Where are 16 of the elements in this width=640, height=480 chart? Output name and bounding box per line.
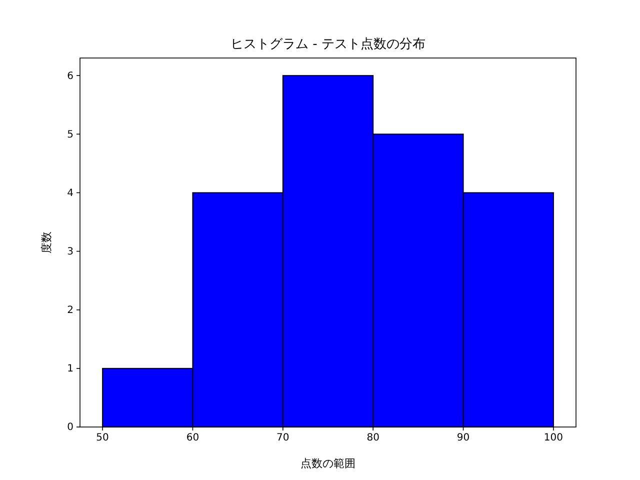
x-tick-label: 50	[96, 432, 109, 444]
y-tick-label: 6	[67, 70, 74, 82]
y-tick-label: 4	[67, 188, 74, 199]
x-axis-title: 点数の範囲	[300, 457, 356, 470]
x-tick-label: 70	[276, 432, 290, 444]
y-tick-label: 5	[67, 129, 74, 140]
chart-title: ヒストグラム - テスト点数の分布	[230, 37, 426, 52]
x-tick-label: 100	[544, 432, 563, 444]
y-tick-label: 1	[67, 364, 74, 375]
y-tick-label: 0	[67, 422, 74, 434]
x-tick-label: 60	[186, 432, 200, 444]
y-tick-label: 2	[67, 305, 74, 316]
y-tick-label: 3	[67, 246, 74, 258]
y-axis-title: 度数	[40, 232, 53, 254]
x-tick-label: 80	[366, 432, 380, 444]
x-tick-label: 90	[456, 432, 470, 444]
